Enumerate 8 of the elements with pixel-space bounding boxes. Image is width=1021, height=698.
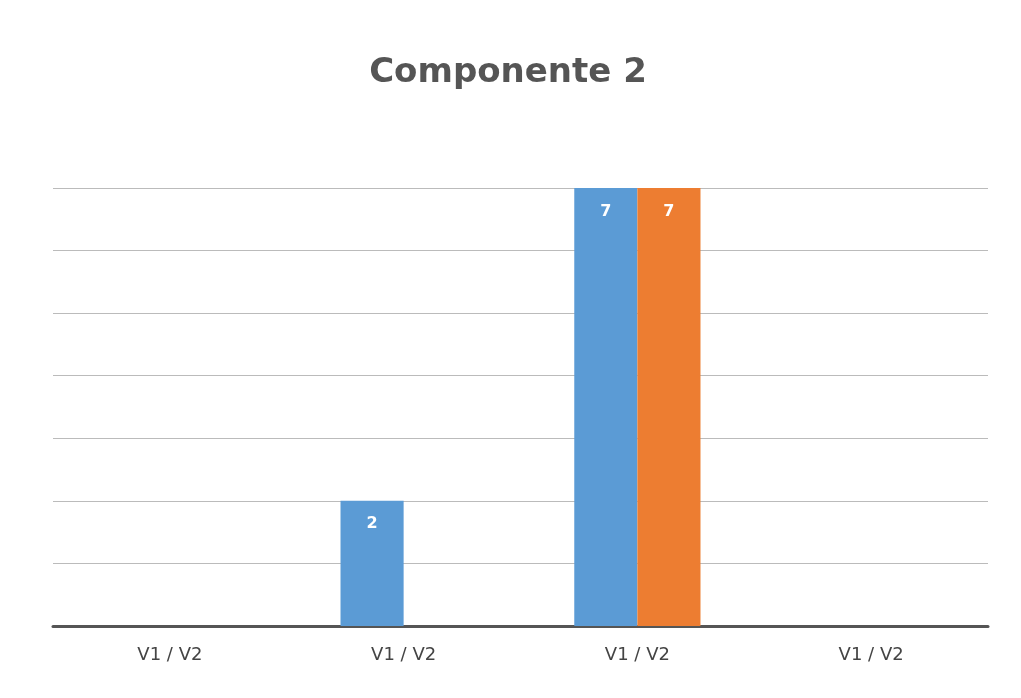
x-tick-label: V1 / V2 — [838, 642, 904, 664]
x-tick-label: V1 / V2 — [371, 642, 437, 664]
data-label: 2 — [366, 513, 378, 533]
x-tick-label: V1 / V2 — [137, 642, 203, 664]
chart-title: Componente 2 — [369, 50, 647, 90]
data-label: 7 — [663, 200, 675, 220]
x-tick-label: V1 / V2 — [604, 642, 670, 664]
data-label: 7 — [600, 200, 612, 220]
